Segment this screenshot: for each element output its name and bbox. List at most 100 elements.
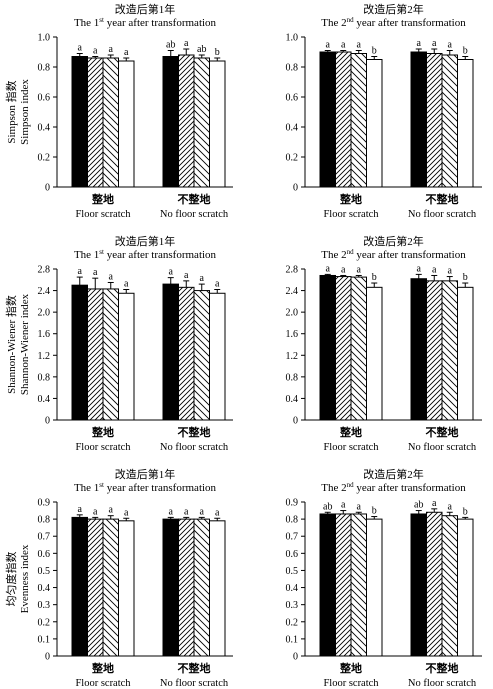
significance-letter: a: [124, 507, 129, 518]
significance-letter: a: [448, 266, 453, 277]
y-tick-label: 0.2: [286, 617, 299, 628]
y-tick-label: 0.4: [286, 583, 299, 594]
bar: [426, 280, 443, 421]
significance-letter: a: [357, 40, 362, 51]
y-tick-label: 0.5: [38, 566, 51, 577]
y-tick-label: 2.4: [286, 286, 299, 297]
panel-title-en: The 1st year after transformation: [74, 481, 217, 494]
y-tick-label: 0.6: [286, 93, 299, 104]
bar: [209, 520, 226, 657]
y-axis-label-cn: Simpson 指数: [4, 80, 18, 143]
category-label-en: No floor scratch: [160, 678, 229, 689]
bar: [71, 56, 88, 188]
bar: [178, 518, 195, 657]
significance-letter: a: [78, 43, 83, 54]
category-label-cn: 整地: [91, 192, 114, 206]
y-tick-label: 1.0: [286, 33, 299, 44]
significance-letter: a: [417, 263, 422, 274]
bar: [335, 51, 352, 188]
bar: [441, 280, 458, 421]
y-tick-label: 0.5: [286, 566, 299, 577]
bar: [178, 286, 195, 421]
y-tick-label: 2.0: [286, 308, 299, 319]
significance-letter: b: [463, 506, 468, 517]
y-tick-label: 0.1: [38, 634, 51, 645]
significance-letter: a: [341, 40, 346, 51]
y-tick-label: 0.1: [286, 634, 299, 645]
significance-letter: b: [463, 272, 468, 283]
bar: [178, 54, 195, 188]
bar: [410, 513, 427, 657]
y-tick-label: 0.9: [38, 498, 51, 509]
significance-letter: b: [463, 46, 468, 57]
significance-letter: a: [432, 38, 437, 49]
significance-letter: a: [432, 264, 437, 275]
y-tick-label: 0.3: [38, 600, 51, 611]
category-label-en: No floor scratch: [160, 209, 229, 220]
panel-title-cn: 改造后第1年: [115, 234, 176, 248]
panel-title-cn: 改造后第1年: [115, 2, 176, 16]
bar: [87, 288, 104, 421]
y-tick-label: 0.8: [38, 372, 51, 383]
bar: [102, 518, 119, 657]
significance-letter: a: [448, 501, 453, 512]
bar: [335, 276, 352, 421]
category-label-en: Floor scratch: [75, 209, 131, 220]
significance-letter: a: [215, 507, 220, 518]
significance-letter: a: [341, 264, 346, 275]
y-tick-label: 0.4: [38, 394, 51, 405]
category-label-en: Floor scratch: [323, 442, 379, 453]
y-tick-label: 0.2: [286, 153, 299, 164]
significance-letter: ab: [197, 44, 206, 55]
y-tick-label: 1.6: [286, 329, 299, 340]
panel-title-en: The 1st year after transformation: [74, 248, 217, 261]
panel-title-en: The 1st year after transformation: [74, 16, 217, 29]
bar: [441, 515, 458, 657]
significance-letter: a: [93, 267, 98, 278]
bar: [441, 54, 458, 188]
significance-letter: a: [341, 500, 346, 511]
panel-title-en: The 2nd year after transformation: [321, 16, 466, 29]
y-axis-label-cn: 均匀度指数: [4, 552, 18, 607]
bar: [102, 57, 119, 188]
panel-title-en: The 2nd year after transformation: [321, 481, 466, 494]
bar: [350, 513, 367, 657]
y-tick-label: 1.2: [286, 351, 299, 362]
y-tick-label: 0.8: [38, 63, 51, 74]
y-tick-label: 1.0: [38, 33, 51, 44]
bar: [209, 292, 226, 421]
y-tick-label: 0.6: [38, 549, 51, 560]
category-label-en: No floor scratch: [408, 678, 477, 689]
category-label-en: No floor scratch: [408, 442, 477, 453]
y-tick-label: 0.8: [286, 515, 299, 526]
y-tick-label: 0: [293, 183, 298, 194]
significance-letter: a: [124, 47, 129, 58]
significance-letter: a: [215, 278, 220, 289]
panel-title-cn: 改造后第1年: [115, 467, 176, 481]
significance-letter: b: [372, 272, 377, 283]
bar: [366, 286, 383, 421]
significance-letter: a: [124, 278, 129, 289]
y-tick-label: 0.9: [286, 498, 299, 509]
y-axis-label-en: Shannon-Wiener index: [19, 293, 31, 395]
panel-title-cn: 改造后第2年: [363, 467, 424, 481]
significance-letter: a: [184, 38, 189, 49]
significance-letter: a: [109, 505, 114, 516]
significance-letter: a: [109, 271, 114, 282]
category-label-cn: 不整地: [178, 661, 211, 675]
significance-letter: a: [200, 506, 205, 517]
significance-letter: ab: [166, 40, 175, 51]
y-tick-label: 0.4: [286, 394, 299, 405]
significance-letter: a: [109, 44, 114, 55]
significance-letter: a: [184, 506, 189, 517]
category-label-en: Floor scratch: [323, 209, 379, 220]
y-tick-label: 0: [293, 416, 298, 427]
significance-letter: a: [448, 40, 453, 51]
significance-letter: a: [184, 270, 189, 281]
bar: [350, 53, 367, 188]
category-label-en: Floor scratch: [75, 442, 131, 453]
bar: [193, 518, 210, 657]
